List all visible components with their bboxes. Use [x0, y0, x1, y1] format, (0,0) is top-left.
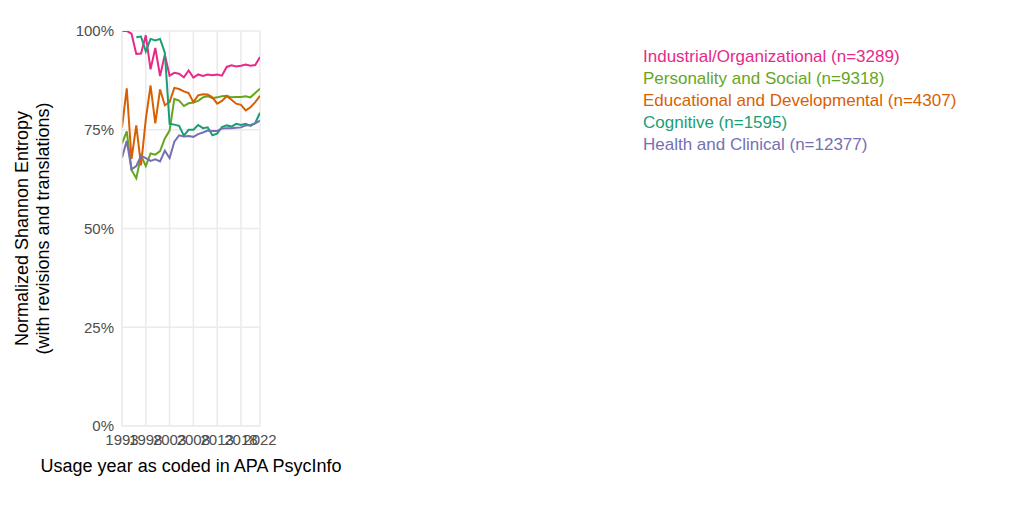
svg-text:2022: 2022	[243, 431, 276, 448]
svg-text:2018: 2018	[224, 430, 258, 448]
svg-text:75%: 75%	[84, 121, 114, 138]
svg-text:0%: 0%	[92, 417, 114, 434]
svg-text:Usage year as coded in APA Psy: Usage year as coded in APA PsycInfo	[41, 456, 342, 476]
svg-text:2003: 2003	[152, 430, 187, 448]
svg-text:100%: 100%	[76, 22, 114, 39]
html-text:Personality and Social (n=9318: Personality and Social (n=9318)	[643, 69, 885, 88]
svg-text:50%: 50%	[84, 220, 114, 237]
html-text:Cognitive (n=1595): Cognitive (n=1595)	[643, 113, 788, 132]
svg-text:25%: 25%	[84, 319, 114, 336]
html-text:Educational and Developmental: Educational and Developmental (n=4307)	[643, 91, 957, 110]
svg-text:1998: 1998	[129, 430, 163, 448]
svg-text:2008: 2008	[176, 430, 211, 448]
html-text:Industrial/Organizational (n=3: Industrial/Organizational (n=3289)	[643, 47, 900, 66]
svg-text:2013: 2013	[200, 430, 234, 448]
svg-text:Normalized Shannon Entropy(wit: Normalized Shannon Entropy(with revision…	[12, 102, 53, 354]
html-text:Health and Clinical (n=12377): Health and Clinical (n=12377)	[643, 135, 868, 154]
